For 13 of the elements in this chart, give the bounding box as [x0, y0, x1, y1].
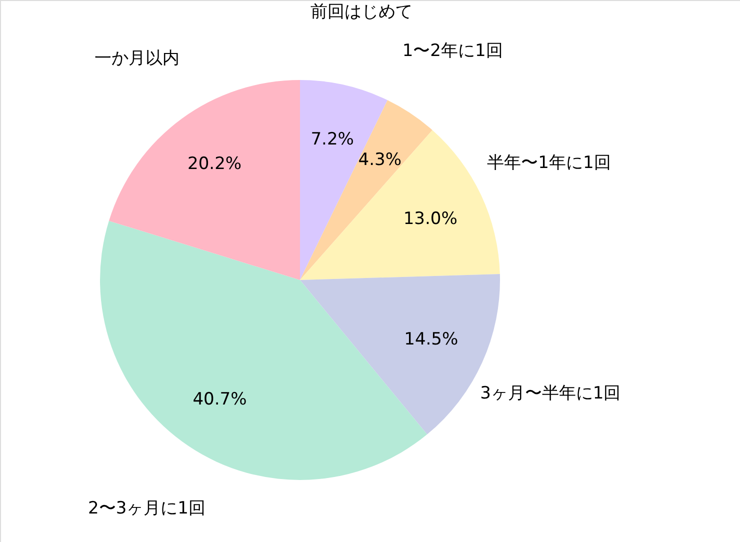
data-label: 14.5%	[404, 330, 458, 350]
slice-label: 前回はじめて	[310, 2, 413, 22]
slice-label: 2〜3ヶ月に1回	[88, 498, 206, 518]
slice-label: 半年〜1年に1回	[487, 153, 611, 174]
pie-slice	[108, 80, 300, 280]
slice-label: 3ヶ月〜半年に1回	[480, 384, 621, 404]
slice-label: 1〜2年に1回	[402, 41, 503, 62]
slice-label: 一か月以内	[94, 48, 180, 69]
data-label: 20.2%	[188, 154, 242, 174]
data-label: 7.2%	[310, 130, 354, 150]
data-label: 40.7%	[192, 390, 247, 410]
data-label: 4.3%	[358, 150, 402, 170]
data-label: 13.0%	[403, 208, 458, 229]
